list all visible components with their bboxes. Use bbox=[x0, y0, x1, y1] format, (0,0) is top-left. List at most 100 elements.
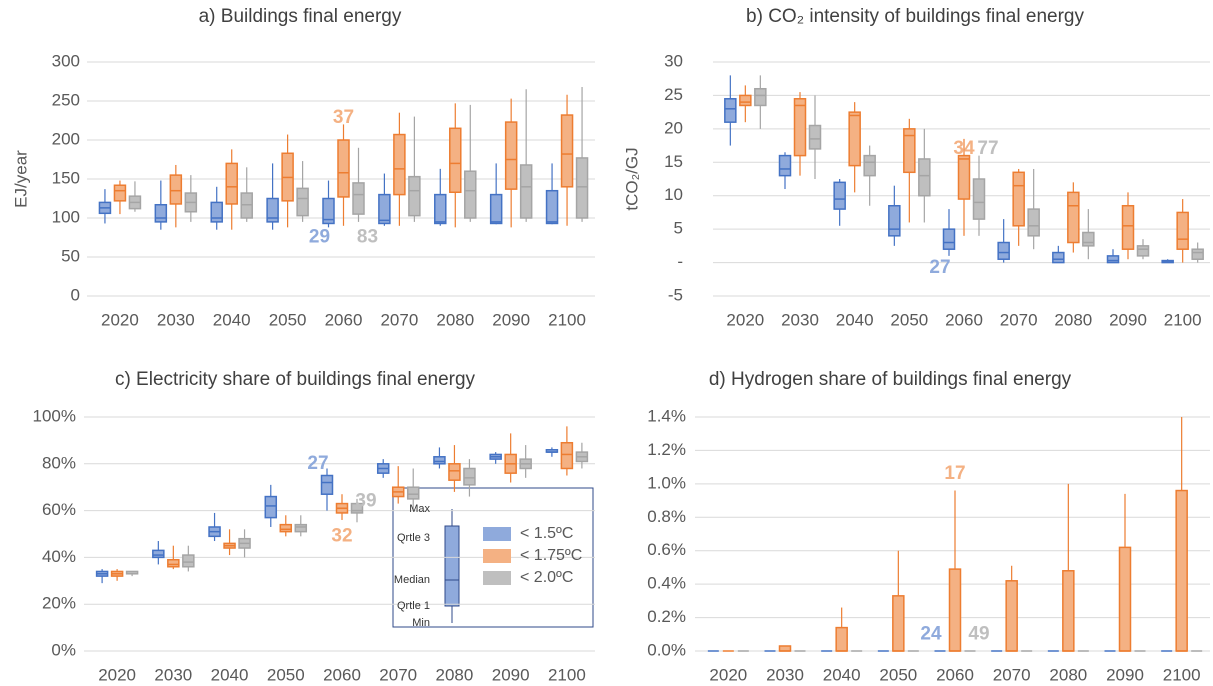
box bbox=[378, 193, 391, 225]
x-tick-label: 2040 bbox=[823, 665, 861, 684]
box bbox=[1118, 546, 1132, 652]
legend-box bbox=[444, 525, 460, 607]
x-tick-label: 2100 bbox=[548, 665, 586, 684]
box bbox=[793, 98, 807, 157]
box bbox=[724, 98, 737, 123]
box bbox=[1027, 208, 1040, 237]
y-axis-label: EJ/year bbox=[11, 150, 30, 208]
legend-swatch bbox=[483, 549, 511, 563]
x-tick-label: 2030 bbox=[766, 665, 804, 684]
box bbox=[1082, 231, 1095, 247]
y-tick-label: - bbox=[677, 252, 683, 271]
y-tick-label: 1.2% bbox=[647, 440, 686, 459]
annotation: 32 bbox=[331, 525, 352, 546]
y-tick-label: 1.0% bbox=[647, 473, 686, 492]
x-tick-label: 2060 bbox=[945, 310, 983, 329]
x-tick-label: 2080 bbox=[436, 665, 474, 684]
annotation: 17 bbox=[944, 463, 965, 484]
y-tick-label: 20% bbox=[42, 594, 76, 613]
annotation: 39 bbox=[355, 490, 376, 511]
box bbox=[448, 463, 461, 481]
box bbox=[778, 645, 792, 652]
box bbox=[1012, 171, 1025, 227]
box bbox=[575, 157, 589, 219]
x-tick-label: 2090 bbox=[1109, 310, 1147, 329]
y-tick-label: 150 bbox=[52, 168, 80, 187]
y-tick-label: 200 bbox=[52, 129, 80, 148]
box bbox=[808, 124, 822, 150]
box bbox=[972, 178, 986, 220]
box bbox=[337, 139, 350, 198]
box bbox=[835, 626, 848, 652]
x-tick-label: 2070 bbox=[379, 665, 417, 684]
chart-title: b) CO₂ intensity of buildings final ener… bbox=[746, 6, 1084, 27]
annotation: 77 bbox=[977, 138, 998, 159]
legend-box-label: Qrtle 1 bbox=[397, 600, 430, 612]
x-tick-label: 2020 bbox=[101, 310, 139, 329]
legend-box-label: Min bbox=[412, 617, 430, 629]
y-tick-label: 10 bbox=[664, 185, 683, 204]
y-axis-label: tCO₂/GJ bbox=[622, 147, 641, 210]
box bbox=[182, 554, 195, 568]
y-tick-label: 0.6% bbox=[647, 540, 686, 559]
box bbox=[948, 568, 962, 652]
box bbox=[320, 474, 334, 495]
box bbox=[434, 193, 447, 225]
x-tick-label: 2020 bbox=[98, 665, 136, 684]
x-tick-label: 2050 bbox=[890, 310, 928, 329]
box bbox=[240, 192, 253, 219]
x-tick-label: 2030 bbox=[781, 310, 819, 329]
chart-title: a) Buildings final energy bbox=[199, 6, 402, 27]
box bbox=[1052, 251, 1065, 264]
annotation: 27 bbox=[307, 453, 328, 474]
x-tick-label: 2050 bbox=[879, 665, 917, 684]
chart-title: c) Electricity share of buildings final … bbox=[115, 369, 476, 390]
box bbox=[833, 181, 846, 210]
box bbox=[863, 154, 876, 177]
box bbox=[1191, 248, 1204, 260]
box bbox=[903, 128, 916, 174]
y-tick-label: 250 bbox=[52, 90, 80, 109]
y-tick-label: 50 bbox=[61, 246, 80, 265]
x-tick-label: 2050 bbox=[269, 310, 307, 329]
box bbox=[296, 187, 309, 217]
box bbox=[1176, 211, 1189, 250]
box bbox=[778, 154, 792, 177]
box bbox=[294, 523, 308, 533]
box bbox=[352, 182, 365, 215]
y-tick-label: -5 bbox=[668, 285, 683, 304]
box bbox=[169, 174, 183, 205]
box bbox=[504, 121, 518, 190]
box bbox=[1175, 489, 1188, 652]
box bbox=[393, 133, 406, 196]
x-tick-label: 2060 bbox=[323, 665, 361, 684]
y-tick-label: 100% bbox=[33, 406, 76, 425]
box bbox=[754, 87, 767, 107]
box bbox=[154, 203, 168, 223]
y-tick-label: 0 bbox=[71, 285, 80, 304]
y-tick-label: 1.4% bbox=[647, 406, 686, 425]
y-tick-label: 0% bbox=[51, 640, 76, 659]
legend-label: < 1.5ºC bbox=[520, 525, 573, 542]
legend-swatch bbox=[483, 571, 511, 585]
annotation: 24 bbox=[920, 623, 942, 644]
y-tick-label: 60% bbox=[42, 500, 76, 519]
box bbox=[848, 111, 861, 167]
annotation: 29 bbox=[309, 227, 330, 248]
box bbox=[1106, 255, 1120, 264]
x-tick-label: 2100 bbox=[1163, 665, 1201, 684]
y-tick-label: 0.2% bbox=[647, 607, 686, 626]
y-tick-label: 15 bbox=[664, 152, 683, 171]
box bbox=[406, 486, 420, 500]
box bbox=[918, 158, 931, 197]
box bbox=[1067, 191, 1080, 244]
box bbox=[464, 170, 477, 219]
box bbox=[463, 467, 476, 486]
annotation: 34 bbox=[953, 138, 975, 159]
y-tick-label: 0.4% bbox=[647, 574, 686, 593]
x-tick-label: 2090 bbox=[492, 310, 530, 329]
box bbox=[264, 495, 278, 519]
box bbox=[942, 228, 956, 250]
